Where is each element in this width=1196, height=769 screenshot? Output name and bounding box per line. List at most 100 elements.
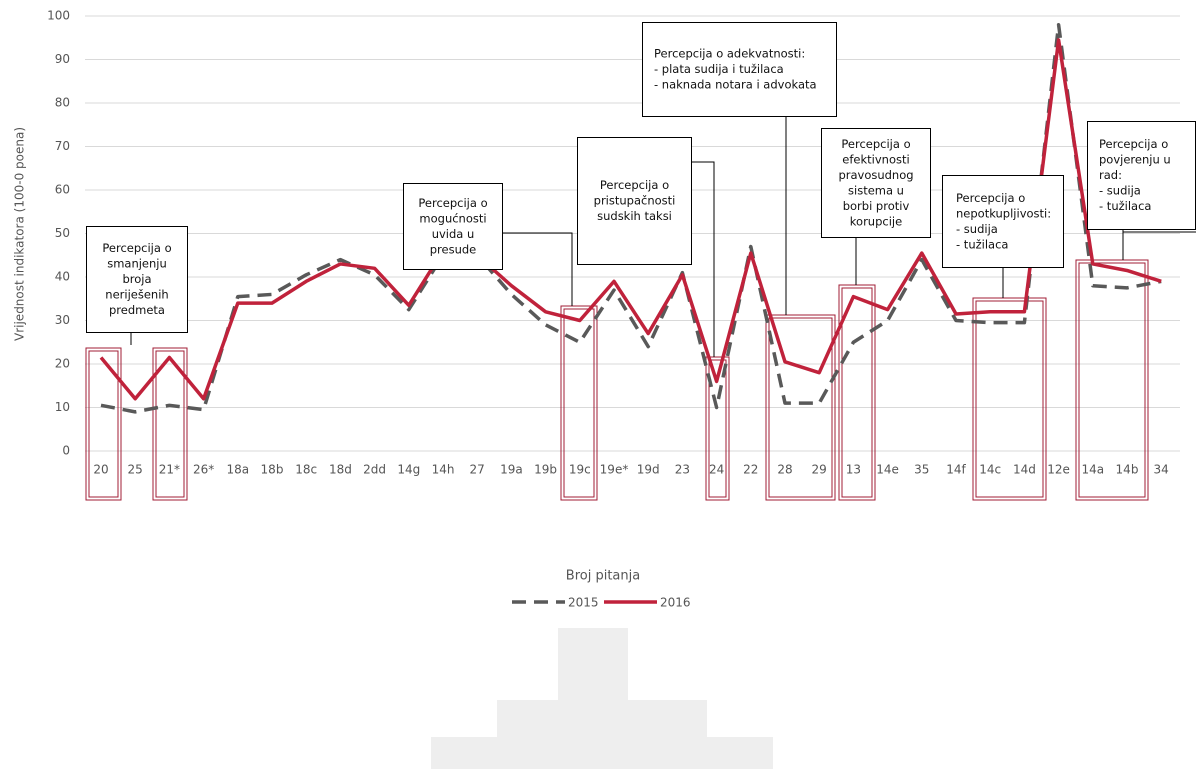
annotation-box bbox=[86, 226, 188, 333]
highlight-box bbox=[768, 317, 833, 498]
x-tick-label: 14c bbox=[979, 463, 1001, 477]
y-tick-label: 70 bbox=[55, 139, 70, 153]
x-tick-label: 19d bbox=[637, 463, 660, 477]
x-tick-label: 13 bbox=[846, 463, 861, 477]
series-line bbox=[99, 38, 1162, 401]
y-tick-label: 20 bbox=[55, 357, 70, 371]
annotation-text: korupcije bbox=[850, 214, 902, 228]
x-tick-label: 19b bbox=[534, 463, 557, 477]
annotation-box bbox=[642, 22, 837, 117]
annotation-box bbox=[1087, 121, 1196, 230]
highlight-box bbox=[972, 297, 1047, 501]
annotation-text: pravosudnog bbox=[838, 168, 913, 182]
annotation-text: mogućnosti bbox=[419, 211, 486, 225]
x-tick-label: 19e* bbox=[600, 463, 629, 477]
annotation-text: broja bbox=[122, 272, 151, 286]
annotation-text: sistema u bbox=[848, 183, 904, 197]
highlight-box bbox=[975, 300, 1044, 498]
highlight-box bbox=[838, 284, 876, 501]
highlight-box bbox=[765, 314, 836, 501]
x-axis-title: Broj pitanja bbox=[566, 569, 640, 584]
highlight-box bbox=[1078, 262, 1146, 498]
x-tick-label: 14h bbox=[432, 463, 455, 477]
x-tick-label: 25 bbox=[128, 463, 143, 477]
decor-block bbox=[558, 628, 628, 702]
x-tick-label: 23 bbox=[675, 463, 690, 477]
x-tick-label: 12e bbox=[1047, 463, 1070, 477]
annotation-text: povjerenju u bbox=[1099, 153, 1171, 167]
legend-label: 2016 bbox=[660, 596, 691, 610]
y-tick-label: 100 bbox=[47, 9, 70, 23]
x-tick-label: 35 bbox=[914, 463, 929, 477]
annotation-text: Percepcija o bbox=[418, 196, 487, 210]
annotation-text: borbi protiv bbox=[843, 199, 910, 213]
x-tick-label: 22 bbox=[743, 463, 758, 477]
annotation-text: nepotkupljivosti: bbox=[956, 206, 1051, 220]
x-tick-label: 14g bbox=[397, 463, 420, 477]
annotation-text: - naknada notara i advokata bbox=[654, 78, 817, 92]
annotation-connector bbox=[692, 161, 715, 357]
x-tick-label: 14a bbox=[1081, 463, 1104, 477]
annotation-box bbox=[577, 137, 692, 265]
y-tick-label: 60 bbox=[55, 183, 70, 197]
y-tick-label: 0 bbox=[62, 444, 70, 458]
annotation-text: Percepcija o bbox=[102, 241, 171, 255]
y-tick-label: 30 bbox=[55, 313, 70, 327]
decor-block bbox=[497, 700, 707, 738]
x-tick-label: 18d bbox=[329, 463, 352, 477]
y-tick-label: 80 bbox=[55, 96, 70, 110]
annotation-connector bbox=[1122, 230, 1196, 260]
highlight-box bbox=[841, 287, 873, 498]
x-tick-label: 18b bbox=[261, 463, 284, 477]
x-tick-label: 18c bbox=[295, 463, 317, 477]
highlight-box bbox=[88, 350, 119, 498]
annotation-text: neriješenih bbox=[105, 288, 168, 302]
annotation-text: rad: bbox=[1099, 168, 1122, 182]
x-tick-label: 2dd bbox=[363, 463, 386, 477]
highlight-box bbox=[708, 359, 727, 498]
annotation-box bbox=[821, 128, 931, 238]
annotation-text: - tužilaca bbox=[956, 237, 1008, 251]
x-tick-label: 21* bbox=[159, 463, 180, 477]
annotation-text: uvida u bbox=[432, 227, 475, 241]
highlight-box bbox=[152, 347, 188, 501]
highlight-box bbox=[560, 305, 598, 501]
annotation-text: sudskih taksi bbox=[597, 209, 672, 223]
legend-label: 2015 bbox=[568, 596, 599, 610]
x-tick-label: 26* bbox=[193, 463, 214, 477]
series-line bbox=[100, 22, 1162, 414]
highlight-box bbox=[155, 350, 185, 498]
x-tick-label: 34 bbox=[1154, 463, 1169, 477]
annotation-text: predmeta bbox=[109, 303, 165, 317]
annotation-text: - sudija bbox=[956, 222, 998, 236]
highlight-box bbox=[85, 347, 122, 501]
y-tick-label: 90 bbox=[55, 52, 70, 66]
x-tick-label: 14d bbox=[1013, 463, 1036, 477]
annotation-text: presude bbox=[430, 242, 477, 256]
x-tick-label: 18a bbox=[226, 463, 249, 477]
annotation-text: Percepcija o adekvatnosti: bbox=[654, 47, 805, 61]
x-tick-label: 19a bbox=[500, 463, 523, 477]
annotation-text: - sudija bbox=[1099, 184, 1141, 198]
x-tick-label: 14f bbox=[946, 463, 966, 477]
annotation-text: efektivnosti bbox=[842, 152, 909, 166]
annotation-box bbox=[403, 183, 503, 270]
annotation-text: pristupačnosti bbox=[594, 194, 676, 208]
annotation-text: - tužilaca bbox=[1099, 199, 1151, 213]
y-axis-title: Vrijednost indikatora (100-0 poena) bbox=[13, 127, 27, 341]
annotation: Percepcija o adekvatnosti:- plata sudija… bbox=[642, 22, 837, 315]
highlight-box bbox=[1075, 259, 1149, 501]
annotation-text: smanjenju bbox=[107, 257, 167, 271]
annotation-text: - plata sudija i tužilaca bbox=[654, 62, 784, 76]
annotation-text: Percepcija o bbox=[956, 191, 1025, 205]
x-tick-label: 14e bbox=[876, 463, 899, 477]
x-tick-label: 27 bbox=[470, 463, 485, 477]
